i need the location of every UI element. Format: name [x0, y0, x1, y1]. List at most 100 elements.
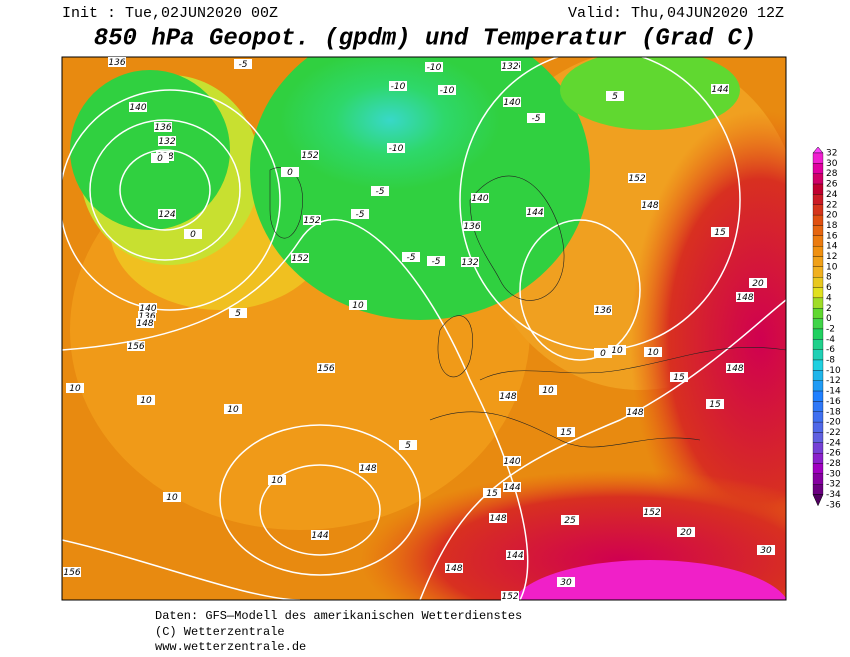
temperature-label-box: [608, 345, 626, 355]
colorbar-segment: [812, 245, 824, 257]
geopotential-label: 140: [139, 304, 156, 314]
colorbar-segment: [812, 163, 824, 174]
temperature-label: 0: [287, 168, 293, 178]
geopotential-label: 148: [499, 392, 516, 402]
colorbar-label: 30: [826, 159, 838, 169]
geopotential-label: 156: [63, 568, 80, 578]
colorbar-segment: [812, 204, 824, 216]
colorbar-label: 4: [826, 293, 832, 303]
temperature-label: 0: [600, 349, 606, 359]
geopotential-label-box: [359, 463, 377, 473]
temperature-label-box: [749, 278, 767, 288]
colorbar-label: 14: [826, 242, 838, 252]
temperature-label: 5: [235, 309, 241, 319]
geopotential-label: 132: [501, 62, 518, 72]
geopotential-label: 136: [463, 222, 480, 232]
geopotential-label-box: [311, 530, 329, 540]
colorbar-segment: [812, 308, 824, 319]
geopotential-label-box: [63, 567, 81, 577]
colorbar-label: -4: [826, 335, 835, 345]
colorbar-label: 20: [826, 211, 838, 221]
geopotential-label: 140: [471, 194, 488, 204]
temperature-label: 10: [69, 384, 81, 394]
geopotential-label: 136: [154, 123, 171, 133]
geopotential-label-box: [503, 456, 521, 466]
colorbar-label: -28: [826, 459, 841, 469]
colorbar-label: 22: [826, 200, 837, 210]
temperature-label: 30: [760, 546, 772, 556]
colorbar-label: 2: [826, 304, 832, 314]
footer-line: (C) Wetterzentrale: [155, 625, 285, 639]
geopotential-label-box: [506, 550, 524, 560]
temperature-label-box: [402, 252, 420, 262]
geopotential-label: 124: [158, 210, 175, 220]
temperature-label-box: [670, 372, 688, 382]
geopotential-label-box: [129, 102, 147, 112]
temperature-label: 15: [560, 428, 572, 438]
geopotential-label: 152: [301, 151, 318, 161]
geopotential-label-box: [501, 591, 519, 601]
map-frame: [61, 56, 787, 601]
colorbar-label: -26: [826, 449, 841, 459]
temperature-label: -10: [389, 144, 404, 154]
temperature-label-box: [349, 300, 367, 310]
colorbar-label: -16: [826, 397, 841, 407]
colorbar-segment: [812, 411, 824, 423]
temperature-label-box: [438, 85, 456, 95]
temperature-label-box: [594, 348, 612, 358]
colorbar-label: 0: [826, 314, 832, 324]
colorbar-label: 32: [826, 149, 837, 159]
temperature-label-box: [66, 383, 84, 393]
geopotential-label-box: [736, 292, 754, 302]
colorbar-label: 16: [826, 231, 838, 241]
geopotential-label: 136: [138, 312, 155, 322]
temperature-label: 15: [714, 228, 726, 238]
geopotential-label-box: [499, 391, 517, 401]
temperature-label: 20: [680, 528, 692, 538]
temperature-label: 0: [157, 154, 163, 164]
geopotential-label: 152: [628, 174, 645, 184]
temperature-label-box: [371, 186, 389, 196]
temperature-label: 5: [405, 441, 411, 451]
temperature-label-box: [281, 167, 299, 177]
temperature-label: 5: [612, 92, 618, 102]
colorbar-segment: [812, 349, 824, 361]
geopotential-label: 132: [461, 258, 478, 268]
temperature-label-box: [137, 395, 155, 405]
geopotential-label: 152: [291, 254, 308, 264]
geopotential-label-box: [303, 215, 321, 225]
temperature-label-box: [224, 404, 242, 414]
colorbar-label: 28: [826, 169, 838, 179]
temperature-label: -5: [432, 257, 441, 267]
colorbar-label: -24: [826, 438, 841, 448]
geopotential-label-box: [526, 207, 544, 217]
colorbar-label: 26: [826, 180, 838, 190]
geopotential-label-box: [139, 303, 157, 313]
geopotential-label: 144: [506, 551, 523, 561]
temperature-label-box: [163, 492, 181, 502]
temperature-label: 30: [560, 578, 572, 588]
temperature-label: 15: [673, 373, 685, 383]
colorbar-segment: [812, 183, 824, 195]
colorbar-segment: [812, 390, 824, 402]
temperature-label: 15: [486, 489, 498, 499]
geopotential-label: 148: [445, 564, 462, 574]
temperature-label-box: [557, 577, 575, 587]
colorbar-label: 24: [826, 190, 838, 200]
geopotential-label: 156: [317, 364, 334, 374]
colorbar-label: -2: [826, 324, 835, 334]
colorbar-arrow: [812, 146, 824, 154]
colorbar-segment: [812, 152, 824, 164]
geopotential-label-box: [317, 363, 335, 373]
geopotential-label-box: [628, 173, 646, 183]
colorbar-label: -22: [826, 428, 841, 438]
geopotential-label: 152: [501, 592, 518, 602]
geopotential-label-box: [641, 200, 659, 210]
geopotential-label-box: [291, 253, 309, 263]
geopotential-label: 148: [626, 408, 643, 418]
cold-area: [70, 70, 230, 230]
geopotential-label: 140: [129, 103, 146, 113]
colorbar-label: 10: [826, 262, 838, 272]
temperature-label-box: [706, 399, 724, 409]
